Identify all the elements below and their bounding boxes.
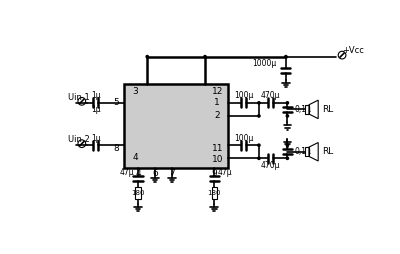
Text: 470µ: 470µ [261,161,280,170]
Text: 5: 5 [113,98,119,107]
Text: 2: 2 [214,112,220,120]
Text: 0,1µ: 0,1µ [294,147,311,156]
Circle shape [258,102,260,104]
Text: 1000µ: 1000µ [252,59,277,68]
Text: 3: 3 [132,87,138,96]
Circle shape [286,144,288,146]
Text: 1: 1 [214,98,220,107]
Bar [305,105,309,114]
Text: Uin 1: Uin 1 [68,93,90,102]
Bar [135,187,141,199]
Text: +Vcc: +Vcc [342,46,364,55]
Bar [212,187,217,199]
Text: 470µ: 470µ [261,91,280,100]
Text: 1µ: 1µ [91,134,100,143]
Circle shape [258,144,260,146]
Text: 12: 12 [212,87,223,96]
Circle shape [286,102,288,104]
Text: 11: 11 [212,144,223,153]
Text: 100µ: 100µ [234,134,253,143]
Text: 7: 7 [169,169,175,178]
Bar [124,84,228,168]
Bar [305,147,309,156]
Text: Uin 2: Uin 2 [68,135,90,144]
Text: 1µ: 1µ [91,105,100,114]
Text: 0,1µ: 0,1µ [294,105,311,114]
Text: 8: 8 [113,144,119,153]
Circle shape [204,56,206,58]
Circle shape [258,115,260,117]
Text: 47µ: 47µ [218,168,233,178]
Text: 4: 4 [132,153,138,162]
Text: 180: 180 [208,190,221,196]
Text: 47µ: 47µ [120,168,134,178]
Text: 9: 9 [211,169,217,178]
Circle shape [258,157,260,160]
Text: 6: 6 [152,169,158,178]
Text: 4: 4 [135,169,141,178]
Circle shape [285,56,287,58]
Text: RL: RL [322,147,334,156]
Text: RL: RL [322,105,334,114]
Text: 1µ: 1µ [91,91,100,100]
Circle shape [286,157,288,160]
Text: 100µ: 100µ [234,91,253,100]
Circle shape [286,115,288,117]
Circle shape [146,56,148,58]
Text: 180: 180 [131,190,145,196]
Text: 10: 10 [212,155,223,164]
